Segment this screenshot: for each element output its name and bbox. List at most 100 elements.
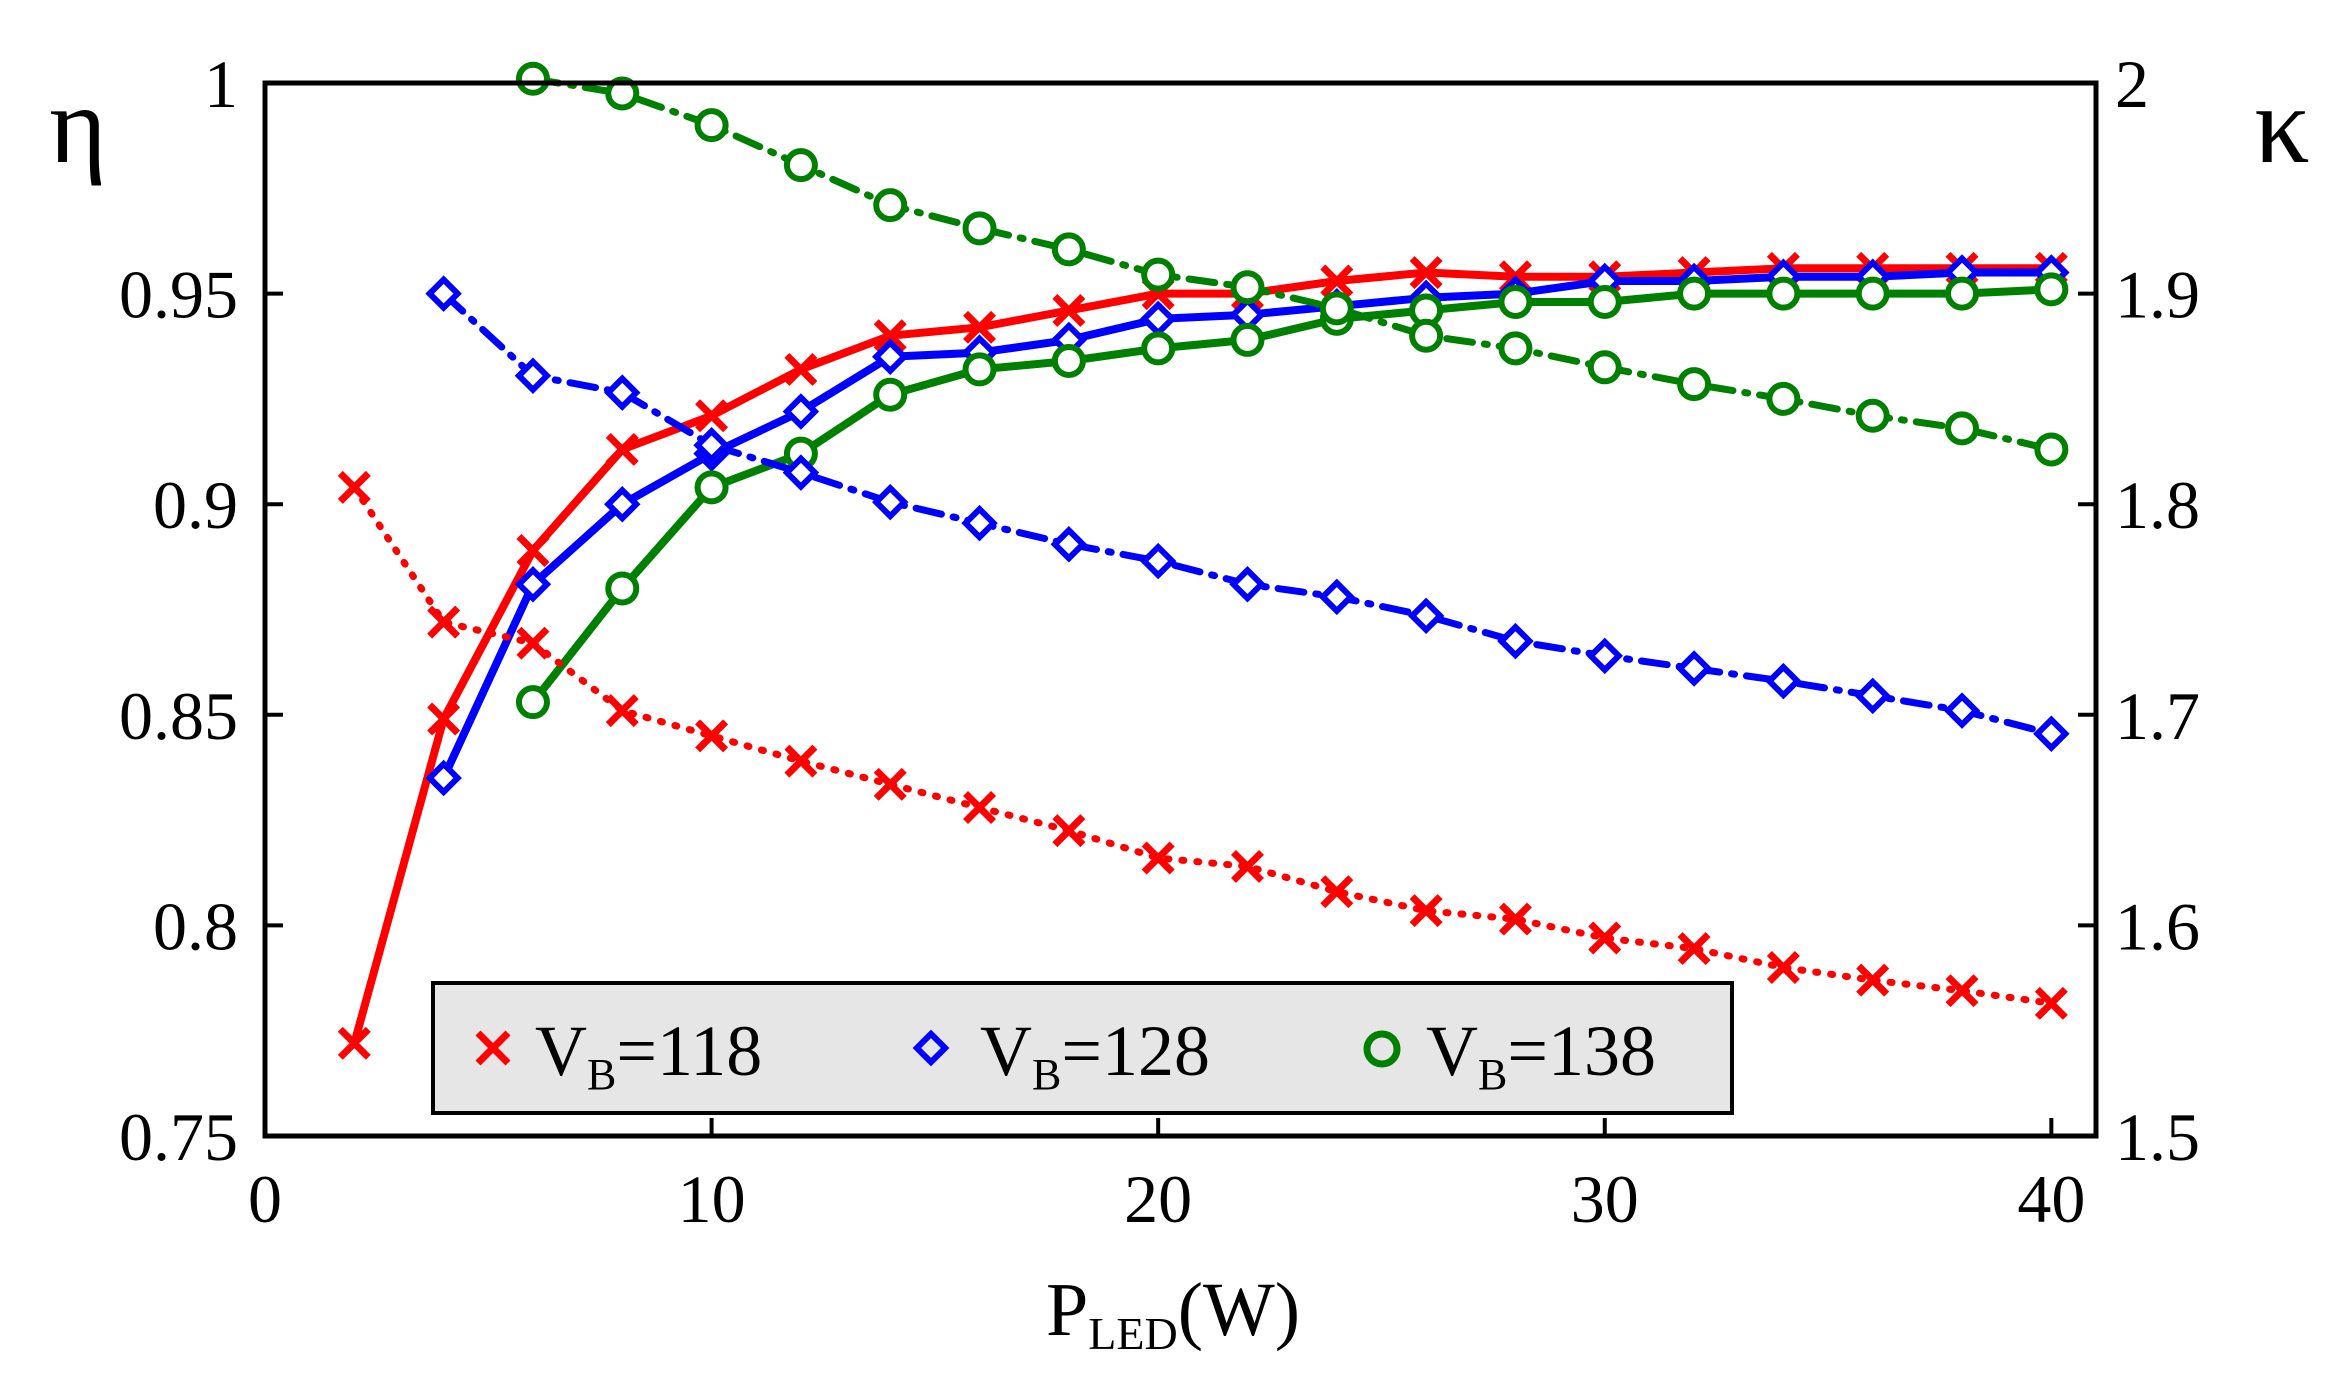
data-point xyxy=(514,565,552,603)
data-point xyxy=(604,374,641,411)
x-axis-label-unit: (W) xyxy=(1178,1268,1300,1352)
y-left-tick-label: 0.85 xyxy=(119,678,238,754)
data-point xyxy=(873,319,907,353)
data-point xyxy=(695,399,729,433)
legend-marker-128 xyxy=(912,1029,950,1067)
data-point xyxy=(1945,974,1979,1008)
data-point xyxy=(871,338,909,376)
data-point xyxy=(782,454,820,491)
data-point xyxy=(1766,951,1800,984)
data-point xyxy=(1945,411,1980,446)
series-4 xyxy=(337,470,2068,1020)
data-point xyxy=(516,626,550,660)
data-point xyxy=(605,694,639,728)
data-point xyxy=(1586,637,1623,675)
series-1 xyxy=(337,251,2068,1060)
data-point xyxy=(427,605,461,639)
data-point xyxy=(784,352,818,386)
data-point xyxy=(1587,285,1622,320)
data-point xyxy=(1318,578,1356,616)
series-line xyxy=(350,483,2055,1007)
data-point xyxy=(1765,662,1802,700)
data-point xyxy=(515,685,550,720)
x-axis-label-base: P xyxy=(1046,1268,1088,1352)
x-tick-label: 30 xyxy=(1571,1161,1639,1237)
data-point xyxy=(1854,677,1891,715)
data-point xyxy=(337,1026,371,1060)
data-point xyxy=(1320,264,1354,298)
data-point xyxy=(1409,894,1443,928)
data-point xyxy=(1498,331,1533,366)
data-point xyxy=(605,76,640,111)
y-right-axis-label: κ xyxy=(2254,64,2309,186)
legend-label-138: VB=138 xyxy=(1426,1011,1656,1099)
x-tick-label: 20 xyxy=(1124,1161,1192,1237)
y-right-tick-label: 1.6 xyxy=(2115,888,2200,964)
data-point xyxy=(1229,565,1266,603)
data-point xyxy=(2033,715,2070,752)
data-point xyxy=(337,470,371,504)
series-3 xyxy=(515,272,2069,720)
data-point xyxy=(1677,932,1711,966)
legend-label-118-sub: B xyxy=(587,1050,616,1099)
x-tick-label: 0 xyxy=(248,1161,282,1237)
data-point xyxy=(1407,597,1445,635)
data-point xyxy=(425,759,462,797)
data-point xyxy=(605,432,639,466)
data-point xyxy=(2034,986,2068,1020)
legend-label-118-rest: =118 xyxy=(616,1011,762,1091)
data-point xyxy=(1677,367,1712,402)
legend-label-128: VB=128 xyxy=(980,1011,1210,1099)
data-point xyxy=(1409,256,1443,290)
data-point xyxy=(693,426,730,464)
data-point xyxy=(1943,692,1981,729)
plot-frame xyxy=(262,80,2099,1139)
data-point xyxy=(1052,293,1086,327)
x-tick-label: 10 xyxy=(678,1161,746,1237)
series-line xyxy=(350,264,2056,1048)
data-point xyxy=(2034,272,2069,307)
data-point xyxy=(694,108,729,143)
y-left-tick-label: 0.8 xyxy=(153,888,238,964)
data-point xyxy=(783,148,818,183)
data-point xyxy=(1141,841,1175,875)
data-point xyxy=(1766,276,1801,311)
data-point xyxy=(1766,381,1801,416)
data-point xyxy=(1320,875,1354,909)
data-point xyxy=(1855,398,1890,433)
y-right-tick-label: 1.9 xyxy=(2115,257,2200,333)
data-point xyxy=(1587,350,1622,385)
data-point xyxy=(873,188,908,223)
data-point xyxy=(1141,257,1176,292)
data-point xyxy=(1409,318,1444,353)
legend: VB=118 VB=128 VB=138 xyxy=(431,981,1734,1115)
data-point xyxy=(514,357,552,394)
legend-marker-138 xyxy=(1363,1030,1401,1068)
data-point xyxy=(1319,291,1354,326)
y-left-tick-label: 0.75 xyxy=(119,1099,238,1175)
data-point xyxy=(873,767,907,801)
series-5 xyxy=(425,275,2070,752)
data-point xyxy=(2034,432,2069,467)
y-left-axis-label: η xyxy=(49,64,107,186)
data-point xyxy=(1052,814,1086,848)
data-point xyxy=(1856,963,1890,997)
y-right-tick-label: 1.5 xyxy=(2115,1099,2200,1175)
data-point xyxy=(1139,542,1177,580)
data-point xyxy=(962,352,997,387)
data-point xyxy=(962,211,997,246)
legend-label-138-base: V xyxy=(1426,1011,1478,1091)
data-point xyxy=(1141,331,1176,366)
x-tick-label: 40 xyxy=(2017,1161,2085,1237)
y-right-tick-label: 1.8 xyxy=(2115,467,2200,543)
legend-label-128-base: V xyxy=(980,1011,1032,1091)
data-point xyxy=(782,393,820,430)
data-point xyxy=(1588,921,1622,955)
x-axis-label: PLED(W) xyxy=(1046,1268,1300,1359)
data-point xyxy=(695,719,729,753)
legend-label-118-base: V xyxy=(535,1011,587,1091)
data-point xyxy=(873,377,908,412)
data-point xyxy=(605,571,640,606)
y-right-tick-label: 2 xyxy=(2115,46,2149,122)
